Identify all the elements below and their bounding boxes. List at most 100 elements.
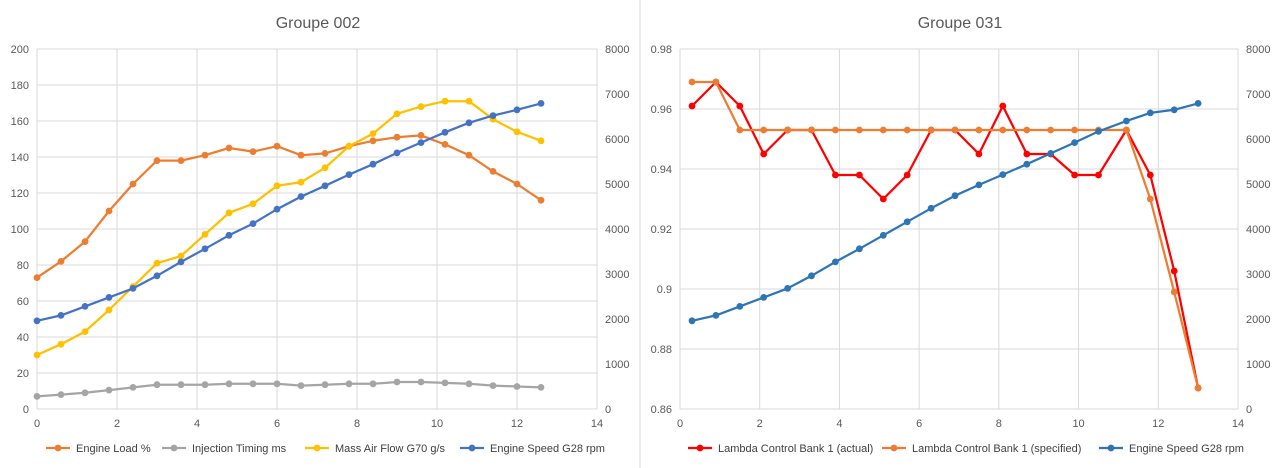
data-point-lambda-control-bank-1-actual [856, 171, 863, 179]
data-point-injection-timing-ms [249, 380, 257, 388]
data-point-engine-load [537, 196, 545, 204]
data-point-engine-speed-g28-rpm [57, 312, 65, 319]
data-point-engine-speed-g28-rpm [249, 220, 257, 228]
data-point-engine-speed-g28-rpm [1170, 106, 1178, 114]
data-point-lambda-control-bank-1-specified [1194, 384, 1202, 392]
data-point-injection-timing-ms [153, 381, 161, 389]
x-tick-label: 0 [34, 418, 40, 430]
data-point-engine-speed-g28-rpm [33, 317, 41, 325]
series-line-injection-timing-ms [36, 380, 542, 398]
data-point-engine-speed-g28-rpm [856, 245, 863, 253]
data-point-engine-speed-g28-rpm [1194, 100, 1202, 107]
legend-label: Engine Speed G28 rpm [490, 443, 605, 455]
legend-label: Lambda Control Bank 1 (specified) [912, 443, 1081, 455]
data-point-mass-air-flow-g70-g-s [513, 128, 521, 136]
y2-tick-label: 7000 [1246, 89, 1270, 101]
data-point-engine-speed-g28-rpm [1023, 160, 1031, 168]
y-tick-label: 20 [17, 368, 29, 380]
data-point-engine-speed-g28-rpm [999, 171, 1007, 179]
legend-label: Lambda Control Bank 1 (actual) [718, 443, 873, 455]
y-tick-label: 0.9 [657, 284, 672, 296]
data-point-mass-air-flow-g70-g-s [273, 182, 281, 190]
y-tick-label: 200 [11, 44, 29, 56]
y2-tick-label: 6000 [605, 134, 629, 146]
data-point-injection-timing-ms [537, 384, 545, 391]
data-point-engine-load [417, 132, 425, 139]
data-point-engine-speed-g28-rpm [441, 128, 449, 136]
y2-tick-label: 4000 [1246, 224, 1270, 236]
data-point-lambda-control-bank-1-specified [1170, 288, 1178, 296]
data-point-lambda-control-bank-1-specified [808, 126, 815, 134]
data-point-lambda-control-bank-1-specified [951, 126, 959, 134]
legend-swatch-marker-lambda-control-bank-1-specified [890, 444, 898, 452]
data-point-injection-timing-ms [417, 378, 425, 386]
y2-tick-label: 7000 [605, 89, 629, 101]
data-point-lambda-control-bank-1-specified [879, 126, 887, 134]
data-point-injection-timing-ms [345, 380, 353, 388]
data-point-lambda-control-bank-1-actual [736, 102, 744, 110]
y-tick-label: 0.86 [651, 404, 672, 416]
x-tick-label: 2 [114, 418, 120, 430]
data-point-lambda-control-bank-1-actual [999, 102, 1007, 110]
legend-swatch-marker-mass-air-flow-g70-g-s [313, 444, 321, 452]
data-point-mass-air-flow-g70-g-s [57, 340, 65, 348]
data-point-engine-speed-g28-rpm [879, 231, 887, 239]
data-point-engine-speed-g28-rpm [760, 294, 768, 301]
y-tick-label: 180 [11, 80, 29, 92]
data-point-lambda-control-bank-1-specified [760, 126, 768, 134]
y-tick-label: 0.96 [651, 104, 672, 116]
data-point-engine-load [321, 150, 329, 157]
data-point-mass-air-flow-g70-g-s [345, 142, 353, 150]
data-point-injection-timing-ms [33, 393, 41, 400]
data-point-injection-timing-ms [489, 382, 497, 389]
data-point-engine-load [273, 142, 281, 150]
data-point-engine-speed-g28-rpm [688, 317, 696, 325]
data-point-mass-air-flow-g70-g-s [153, 259, 161, 267]
data-point-lambda-control-bank-1-specified [1071, 126, 1078, 134]
data-point-engine-speed-g28-rpm [297, 193, 305, 201]
data-point-engine-speed-g28-rpm [465, 119, 473, 127]
data-point-engine-load [105, 207, 113, 215]
data-point-injection-timing-ms [465, 380, 473, 388]
x-tick-label: 2 [757, 418, 763, 430]
y2-tick-label: 5000 [605, 179, 629, 191]
data-point-lambda-control-bank-1-specified [712, 78, 720, 86]
data-point-lambda-control-bank-1-actual [760, 150, 768, 158]
data-point-lambda-control-bank-1-actual [688, 102, 696, 110]
data-point-engine-speed-g28-rpm [712, 312, 720, 319]
data-point-lambda-control-bank-1-specified [927, 126, 935, 134]
data-point-injection-timing-ms [297, 382, 305, 389]
data-point-injection-timing-ms [81, 389, 89, 397]
y2-tick-label: 0 [1246, 404, 1252, 416]
data-point-engine-speed-g28-rpm [1047, 150, 1055, 157]
x-tick-label: 6 [916, 418, 922, 430]
data-point-mass-air-flow-g70-g-s [225, 209, 233, 217]
data-point-mass-air-flow-g70-g-s [249, 200, 257, 208]
data-point-engine-speed-g28-rpm [903, 218, 911, 226]
data-point-engine-speed-g28-rpm [321, 182, 329, 190]
data-point-mass-air-flow-g70-g-s [393, 110, 401, 118]
data-point-engine-speed-g28-rpm [537, 100, 545, 107]
data-point-engine-speed-g28-rpm [273, 205, 281, 213]
data-point-engine-speed-g28-rpm [153, 272, 161, 280]
data-point-engine-load [297, 151, 305, 159]
x-tick-label: 14 [1232, 418, 1244, 430]
data-point-lambda-control-bank-1-specified [999, 126, 1007, 134]
data-point-mass-air-flow-g70-g-s [369, 130, 377, 138]
data-point-injection-timing-ms [441, 379, 449, 387]
x-tick-label: 12 [1152, 418, 1164, 430]
y-tick-label: 0.94 [651, 164, 672, 176]
data-point-engine-speed-g28-rpm [1095, 127, 1102, 135]
data-point-mass-air-flow-g70-g-s [465, 97, 473, 105]
data-point-injection-timing-ms [393, 378, 401, 386]
data-point-injection-timing-ms [201, 381, 209, 389]
y2-tick-label: 8000 [605, 44, 629, 56]
y2-tick-label: 1000 [1246, 359, 1270, 371]
data-point-engine-speed-g28-rpm [784, 285, 791, 292]
y2-tick-label: 3000 [605, 269, 629, 281]
y2-tick-label: 1000 [605, 359, 629, 371]
y-tick-label: 0.88 [651, 344, 672, 356]
data-point-engine-load [153, 157, 161, 165]
data-point-injection-timing-ms [177, 381, 185, 389]
legend-swatch-marker-engine-speed-g28-rpm [1107, 444, 1115, 452]
